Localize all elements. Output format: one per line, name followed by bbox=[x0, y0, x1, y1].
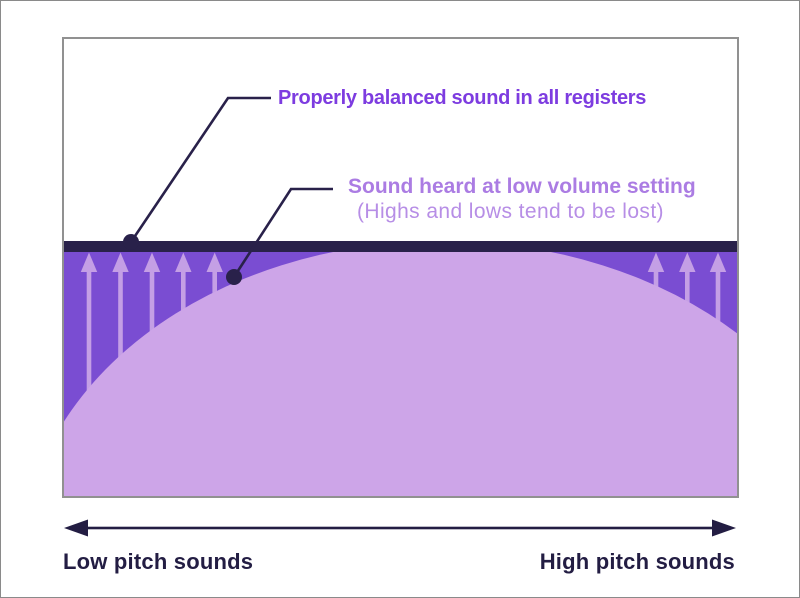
callout-line-low-volume bbox=[232, 187, 333, 278]
frequency-response-panel bbox=[62, 37, 739, 498]
callout-low-volume-label: Sound heard at low volume setting bbox=[348, 175, 696, 198]
left-arrowhead-icon bbox=[64, 519, 88, 537]
axis-label-high-pitch: High pitch sounds bbox=[539, 549, 735, 574]
pitch-axis-arrow-icon bbox=[64, 519, 736, 537]
callout-low-volume-sublabel: (Highs and lows tend to be lost) bbox=[357, 200, 664, 223]
callout-line-balanced bbox=[129, 96, 271, 243]
right-arrowhead-icon bbox=[712, 519, 736, 537]
frequency-response-plot bbox=[64, 96, 737, 496]
callout-dots bbox=[123, 234, 242, 285]
pitch-axis-line bbox=[85, 526, 717, 530]
callout-dot-low-volume bbox=[226, 269, 242, 285]
balanced-sound-line bbox=[64, 241, 737, 252]
low-volume-dome bbox=[64, 241, 737, 496]
callout-dot-balanced bbox=[123, 234, 139, 250]
callout-balanced-label: Properly balanced sound in all registers bbox=[278, 87, 647, 109]
axis-label-low-pitch: Low pitch sounds bbox=[63, 549, 254, 574]
callout-lines bbox=[129, 96, 333, 278]
